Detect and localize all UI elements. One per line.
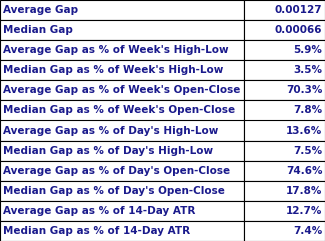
Bar [244,80,325,100]
Bar [244,221,325,241]
Text: Median Gap as % of Week's Open-Close: Median Gap as % of Week's Open-Close [3,106,235,115]
Bar [244,201,325,221]
Text: 7.5%: 7.5% [293,146,322,156]
Bar [0,80,244,100]
Text: 13.6%: 13.6% [286,126,322,135]
Text: 5.9%: 5.9% [293,45,322,55]
Bar [244,120,325,141]
Text: 7.8%: 7.8% [293,106,322,115]
Bar [244,181,325,201]
Bar [0,100,244,120]
Bar [0,221,244,241]
Text: Median Gap as % of Day's Open-Close: Median Gap as % of Day's Open-Close [3,186,225,196]
Bar [244,161,325,181]
Text: 7.4%: 7.4% [293,226,322,236]
Bar [0,141,244,161]
Text: 0.00127: 0.00127 [275,5,322,15]
Bar [0,20,244,40]
Text: 17.8%: 17.8% [286,186,322,196]
Bar [0,40,244,60]
Text: 70.3%: 70.3% [286,85,322,95]
Text: Median Gap as % of Week's High-Low: Median Gap as % of Week's High-Low [3,65,223,75]
Text: Median Gap as % of 14-Day ATR: Median Gap as % of 14-Day ATR [3,226,190,236]
Text: 74.6%: 74.6% [286,166,322,176]
Bar [0,181,244,201]
Bar [244,141,325,161]
Bar [244,100,325,120]
Text: Average Gap as % of Week's High-Low: Average Gap as % of Week's High-Low [3,45,228,55]
Bar [0,0,244,20]
Bar [244,40,325,60]
Bar [0,161,244,181]
Text: Median Gap: Median Gap [3,25,72,35]
Text: 0.00066: 0.00066 [275,25,322,35]
Text: Average Gap: Average Gap [3,5,78,15]
Bar [0,120,244,141]
Text: Average Gap as % of Week's Open-Close: Average Gap as % of Week's Open-Close [3,85,240,95]
Bar [0,201,244,221]
Text: Median Gap as % of Day's High-Low: Median Gap as % of Day's High-Low [3,146,213,156]
Text: 12.7%: 12.7% [286,206,322,216]
Bar [244,0,325,20]
Bar [244,60,325,80]
Text: Average Gap as % of 14-Day ATR: Average Gap as % of 14-Day ATR [3,206,195,216]
Bar [244,20,325,40]
Text: 3.5%: 3.5% [293,65,322,75]
Text: Average Gap as % of Day's Open-Close: Average Gap as % of Day's Open-Close [3,166,230,176]
Text: Average Gap as % of Day's High-Low: Average Gap as % of Day's High-Low [3,126,218,135]
Bar [0,60,244,80]
